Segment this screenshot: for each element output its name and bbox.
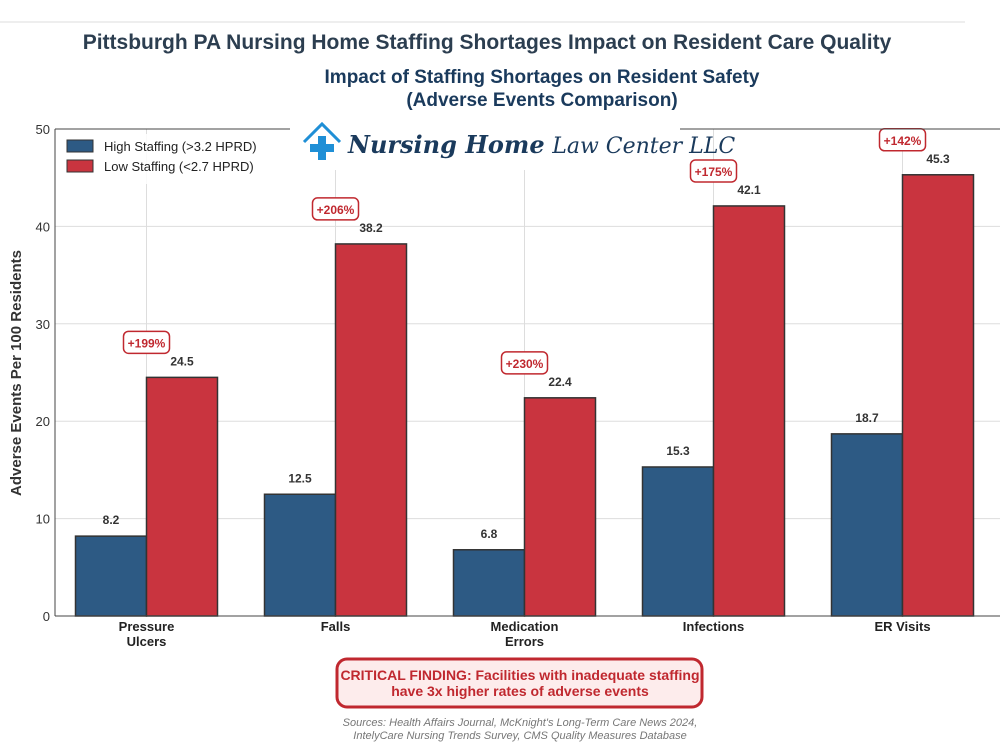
bar-high: [830, 433, 904, 617]
y-tick-label: 40: [36, 219, 50, 234]
y-tick-label: 0: [43, 609, 50, 624]
data-label: 22.4: [548, 375, 572, 389]
house-roof-icon: [302, 121, 342, 144]
increase-label: +199%: [128, 336, 166, 350]
bar-high: [641, 466, 715, 617]
logo-text: Nursing Home Law Center LLC: [347, 130, 735, 159]
sources-line1: Sources: Health Affairs Journal, McKnigh…: [343, 717, 698, 729]
y-axis-label: Adverse Events Per 100 Residents: [8, 250, 25, 496]
chart-title-line2: (Adverse Events Comparison): [406, 90, 677, 111]
data-label: 18.7: [855, 411, 879, 425]
y-tick-label: 10: [36, 512, 50, 527]
critical-finding-box: CRITICAL FINDING: Facilities with inadeq…: [335, 657, 704, 709]
y-tick-label: 50: [36, 122, 50, 137]
increase-badge: [500, 351, 549, 375]
bar-high: [452, 549, 526, 617]
finding-line2: have 3x higher rates of adverse events: [391, 683, 649, 699]
chart-title-line1: Impact of Staffing Shortages on Resident…: [325, 67, 760, 88]
legend-swatch-high: [66, 139, 94, 153]
legend-label-low: Low Staffing (<2.7 HPRD): [104, 159, 254, 174]
x-tick-label: Medication: [491, 619, 559, 634]
data-label: 42.1: [737, 183, 761, 197]
bar-low: [523, 397, 597, 617]
bar-low: [145, 376, 219, 617]
data-label: 6.8: [481, 527, 498, 541]
data-label: 15.3: [666, 444, 690, 458]
x-tick-label: Falls: [321, 619, 351, 634]
bar-low: [901, 174, 975, 617]
x-tick-label: Ulcers: [127, 634, 167, 649]
finding-line1: CRITICAL FINDING: Facilities with inadeq…: [340, 667, 699, 683]
bars: 8.2 24.5 +199% 12.5 38.2 +206% 6.8 22.4 +230% 15.…: [74, 128, 975, 617]
bar-low: [334, 243, 408, 617]
increase-label: +206%: [317, 203, 355, 217]
data-label: 38.2: [359, 221, 383, 235]
increase-label: +175%: [695, 165, 733, 179]
data-label: 8.2: [103, 513, 120, 527]
increase-label: +142%: [884, 134, 922, 148]
data-label: 45.3: [926, 152, 950, 166]
increase-badge: [689, 159, 738, 183]
legend-swatch-low: [66, 159, 94, 173]
data-label: 12.5: [288, 471, 312, 485]
bar-high: [74, 535, 148, 617]
page-title: Pittsburgh PA Nursing Home Staffing Shor…: [83, 31, 892, 54]
x-tick-label: Infections: [683, 619, 744, 634]
bar-high: [263, 493, 337, 617]
x-tick-label: Pressure: [119, 619, 175, 634]
legend-label-high: High Staffing (>3.2 HPRD): [104, 139, 257, 154]
increase-label: +230%: [506, 357, 544, 371]
logo: Nursing Home Law Center LLC: [290, 118, 735, 170]
sources-line2: IntelyCare Nursing Trends Survey, CMS Qu…: [353, 730, 686, 742]
legend: High Staffing (>3.2 HPRD) Low Staffing (…: [60, 134, 275, 184]
bar-low: [712, 205, 786, 617]
x-tick-label: ER Visits: [874, 619, 930, 634]
increase-badge: [311, 197, 360, 221]
x-tick-label: Errors: [505, 634, 544, 649]
medical-cross-icon: [310, 136, 334, 160]
increase-badge: [122, 330, 171, 355]
y-tick-label: 20: [36, 414, 50, 429]
data-label: 24.5: [170, 354, 194, 368]
y-tick-label: 30: [36, 317, 50, 332]
